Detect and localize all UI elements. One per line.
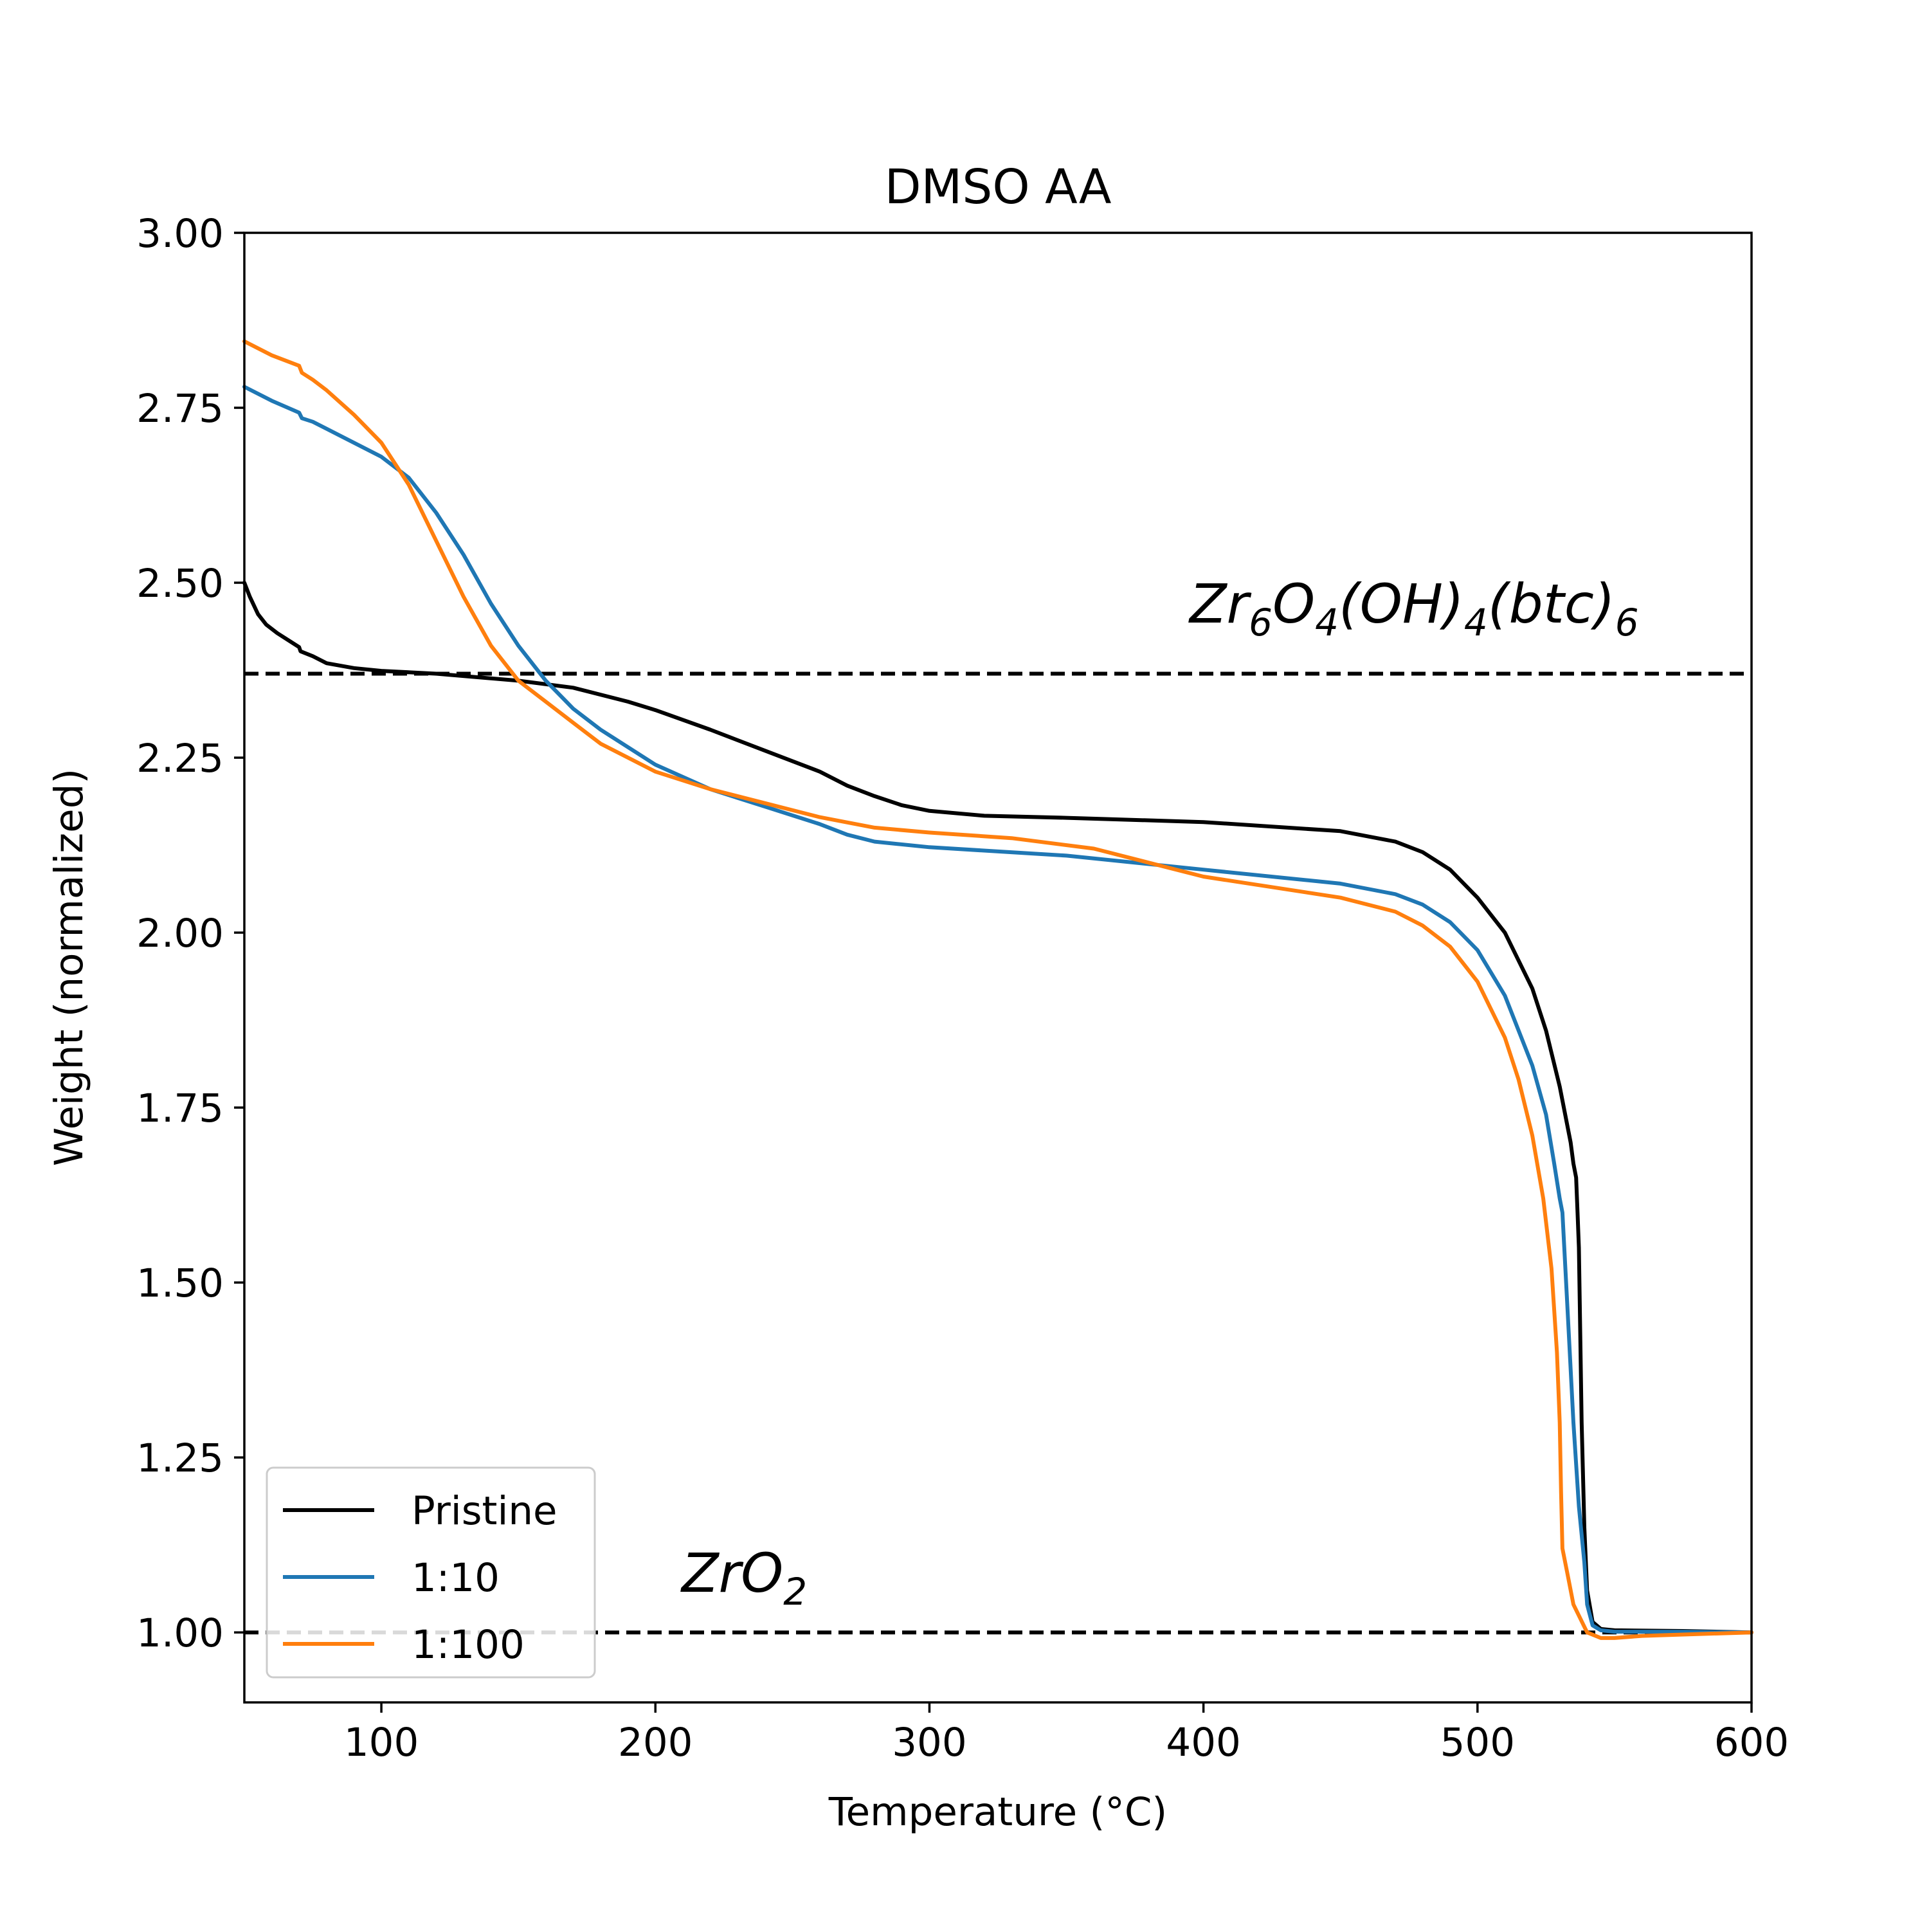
legend: Pristine 1:10 1:100 bbox=[266, 1466, 596, 1679]
reference-lines bbox=[244, 671, 1752, 1635]
series-line-1-100 bbox=[242, 339, 1753, 1640]
y-axis-title: Weight (normalized) bbox=[46, 769, 92, 1166]
y-tick-label: 2.75 bbox=[136, 386, 224, 432]
chart-title: DMSO AA bbox=[885, 159, 1112, 215]
legend-label: Pristine bbox=[412, 1488, 557, 1534]
legend-label: 1:10 bbox=[412, 1555, 500, 1601]
reference-line-label-0: Zr6O4(OH)4(btc)6 bbox=[1188, 572, 1639, 644]
series-lines bbox=[242, 339, 1753, 1640]
series-line-pristine bbox=[242, 581, 1753, 1635]
plot-frame bbox=[243, 232, 1753, 1704]
x-tick-label: 100 bbox=[344, 1720, 419, 1765]
y-tick-label: 2.25 bbox=[136, 736, 224, 781]
y-tick-label: 1.50 bbox=[136, 1261, 224, 1306]
y-tick-label: 1.25 bbox=[136, 1435, 224, 1481]
legend-label: 1:100 bbox=[412, 1622, 525, 1668]
y-tick-label: 3.00 bbox=[136, 211, 224, 257]
axis-ticks: 100 200 300 400 500 600 1.00 1.25 1.50 1.75 2.00 2.… bbox=[136, 211, 1789, 1765]
reference-line-label-1: ZrO2 bbox=[680, 1542, 807, 1614]
x-axis-title: Temperature (°C) bbox=[828, 1789, 1167, 1835]
x-tick-label: 600 bbox=[1714, 1720, 1789, 1765]
x-tick-label: 200 bbox=[618, 1720, 693, 1765]
y-tick-label: 1.00 bbox=[136, 1610, 224, 1656]
legend-box bbox=[266, 1466, 596, 1679]
y-tick-label: 2.50 bbox=[136, 561, 224, 606]
x-tick-label: 300 bbox=[892, 1720, 966, 1765]
y-tick-label: 2.00 bbox=[136, 911, 224, 956]
x-tick-label: 400 bbox=[1166, 1720, 1240, 1765]
annotations: Zr6O4(OH)4(btc)6 ZrO2 bbox=[680, 572, 1639, 1614]
x-tick-label: 500 bbox=[1440, 1720, 1515, 1765]
y-tick-label: 1.75 bbox=[136, 1086, 224, 1131]
